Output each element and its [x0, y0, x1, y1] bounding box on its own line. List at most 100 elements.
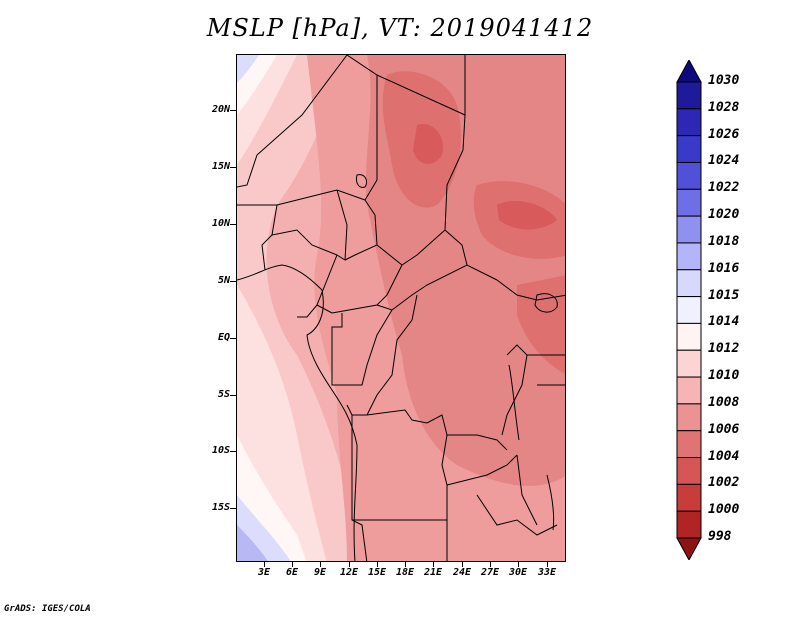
colorbar-label: 1020 — [708, 207, 740, 223]
colorbar-segment — [676, 322, 702, 351]
lon-label-18e: 18E — [395, 567, 415, 578]
lat-label-15s: 15S — [211, 502, 230, 513]
colorbar-label: 1010 — [708, 368, 740, 384]
lon-tick — [547, 562, 548, 567]
colorbar-segment — [676, 510, 702, 539]
border-segment — [271, 229, 338, 256]
field-blue-nw — [237, 55, 259, 83]
lon-tick — [405, 562, 406, 567]
field-red-deep-east — [497, 200, 557, 230]
colorbar-segment — [676, 403, 702, 432]
lat-tick — [230, 110, 236, 111]
lon-label-6e: 6E — [285, 567, 299, 578]
colorbar-label: 1014 — [708, 314, 740, 330]
lat-tick — [230, 338, 236, 339]
lat-label-10n: 10N — [211, 218, 230, 229]
colorbar-segment — [676, 296, 702, 324]
grads-credit: GrADS: IGES/COLA — [4, 604, 91, 614]
colorbar — [676, 58, 702, 562]
border-segment — [256, 55, 348, 156]
lat-tick — [230, 224, 236, 225]
colorbar-label: 1015 — [708, 287, 740, 303]
lat-label-5n: 5N — [217, 275, 230, 286]
lat-label-5s: 5S — [217, 389, 230, 400]
lon-label-15e: 15E — [367, 567, 387, 578]
colorbar-label: 1024 — [708, 153, 740, 169]
lake-malawi — [546, 474, 555, 531]
colorbar-segment — [676, 161, 702, 190]
border-segment — [237, 154, 258, 188]
border-segment — [344, 214, 378, 261]
lat-label-eq: EQ — [217, 332, 230, 343]
border-segment — [346, 55, 466, 151]
map-title: MSLP [hPa], VT: 2019041412 — [206, 14, 594, 42]
colorbar-segment — [676, 135, 702, 163]
colorbar-segment — [676, 349, 702, 378]
country-borders — [237, 55, 565, 561]
colorbar-segment — [676, 188, 702, 217]
colorbar-segment — [676, 108, 702, 137]
colorbar-segment — [676, 457, 702, 485]
colorbar-label: 998 — [708, 529, 732, 544]
colorbar-label: 1028 — [708, 99, 740, 115]
colorbar-label: 1018 — [708, 233, 740, 249]
lon-label-3e: 3E — [257, 567, 271, 578]
colorbar-label: 1012 — [708, 341, 740, 357]
field-blue-sw-core — [237, 525, 268, 561]
border-segment — [366, 294, 418, 416]
lon-label-33e: 33E — [537, 567, 557, 578]
border-segment — [366, 409, 508, 451]
border-segment — [331, 309, 393, 386]
lon-tick — [377, 562, 378, 567]
colorbar-label: 1022 — [708, 180, 740, 196]
border-segment — [446, 454, 518, 486]
lake-chad — [356, 174, 368, 188]
border-segment — [261, 204, 278, 271]
colorbar-label: 1006 — [708, 421, 740, 437]
field-red-deep-north — [413, 124, 443, 165]
coastline — [237, 264, 358, 561]
lat-label-20n: 20N — [211, 104, 230, 115]
lat-tick — [230, 395, 236, 396]
lat-label-10s: 10S — [211, 445, 230, 456]
colorbar-segment — [676, 430, 702, 459]
lake-tanganyika — [508, 364, 520, 441]
lon-tick — [264, 562, 265, 567]
colorbar-segment — [676, 537, 702, 562]
lon-label-12e: 12E — [339, 567, 359, 578]
border-segment — [351, 415, 368, 561]
colorbar-label: 1016 — [708, 260, 740, 276]
colorbar-label: 1008 — [708, 394, 740, 410]
colorbar-segment — [676, 242, 702, 271]
lat-tick — [230, 281, 236, 282]
border-segment — [516, 454, 538, 526]
border-segment — [501, 344, 528, 436]
border-segment — [331, 264, 403, 314]
border-segment — [476, 494, 558, 536]
lon-label-24e: 24E — [452, 567, 472, 578]
lat-label-15n: 15N — [211, 161, 230, 172]
colorbar-label: 1002 — [708, 475, 740, 491]
border-segment — [336, 189, 348, 261]
field-red-lakes — [517, 275, 565, 374]
lon-tick — [490, 562, 491, 567]
colorbar-canvas — [676, 58, 702, 562]
border-segment — [364, 75, 378, 216]
border-segment — [376, 264, 498, 311]
lon-label-27e: 27E — [480, 567, 500, 578]
border-segment — [496, 279, 565, 301]
lon-tick — [320, 562, 321, 567]
colorbar-label: 1000 — [708, 502, 740, 518]
lat-tick — [230, 167, 236, 168]
lat-tick — [230, 451, 236, 452]
colorbar-label: 1030 — [708, 73, 740, 88]
colorbar-segment — [676, 376, 702, 405]
lon-label-21e: 21E — [423, 567, 443, 578]
border-segment — [237, 189, 366, 206]
colorbar-segment — [676, 269, 702, 298]
colorbar-label: 1026 — [708, 126, 740, 142]
lakes — [356, 174, 558, 531]
colorbar-segment — [676, 483, 702, 512]
border-segment — [297, 304, 318, 318]
lon-label-30e: 30E — [508, 567, 528, 578]
